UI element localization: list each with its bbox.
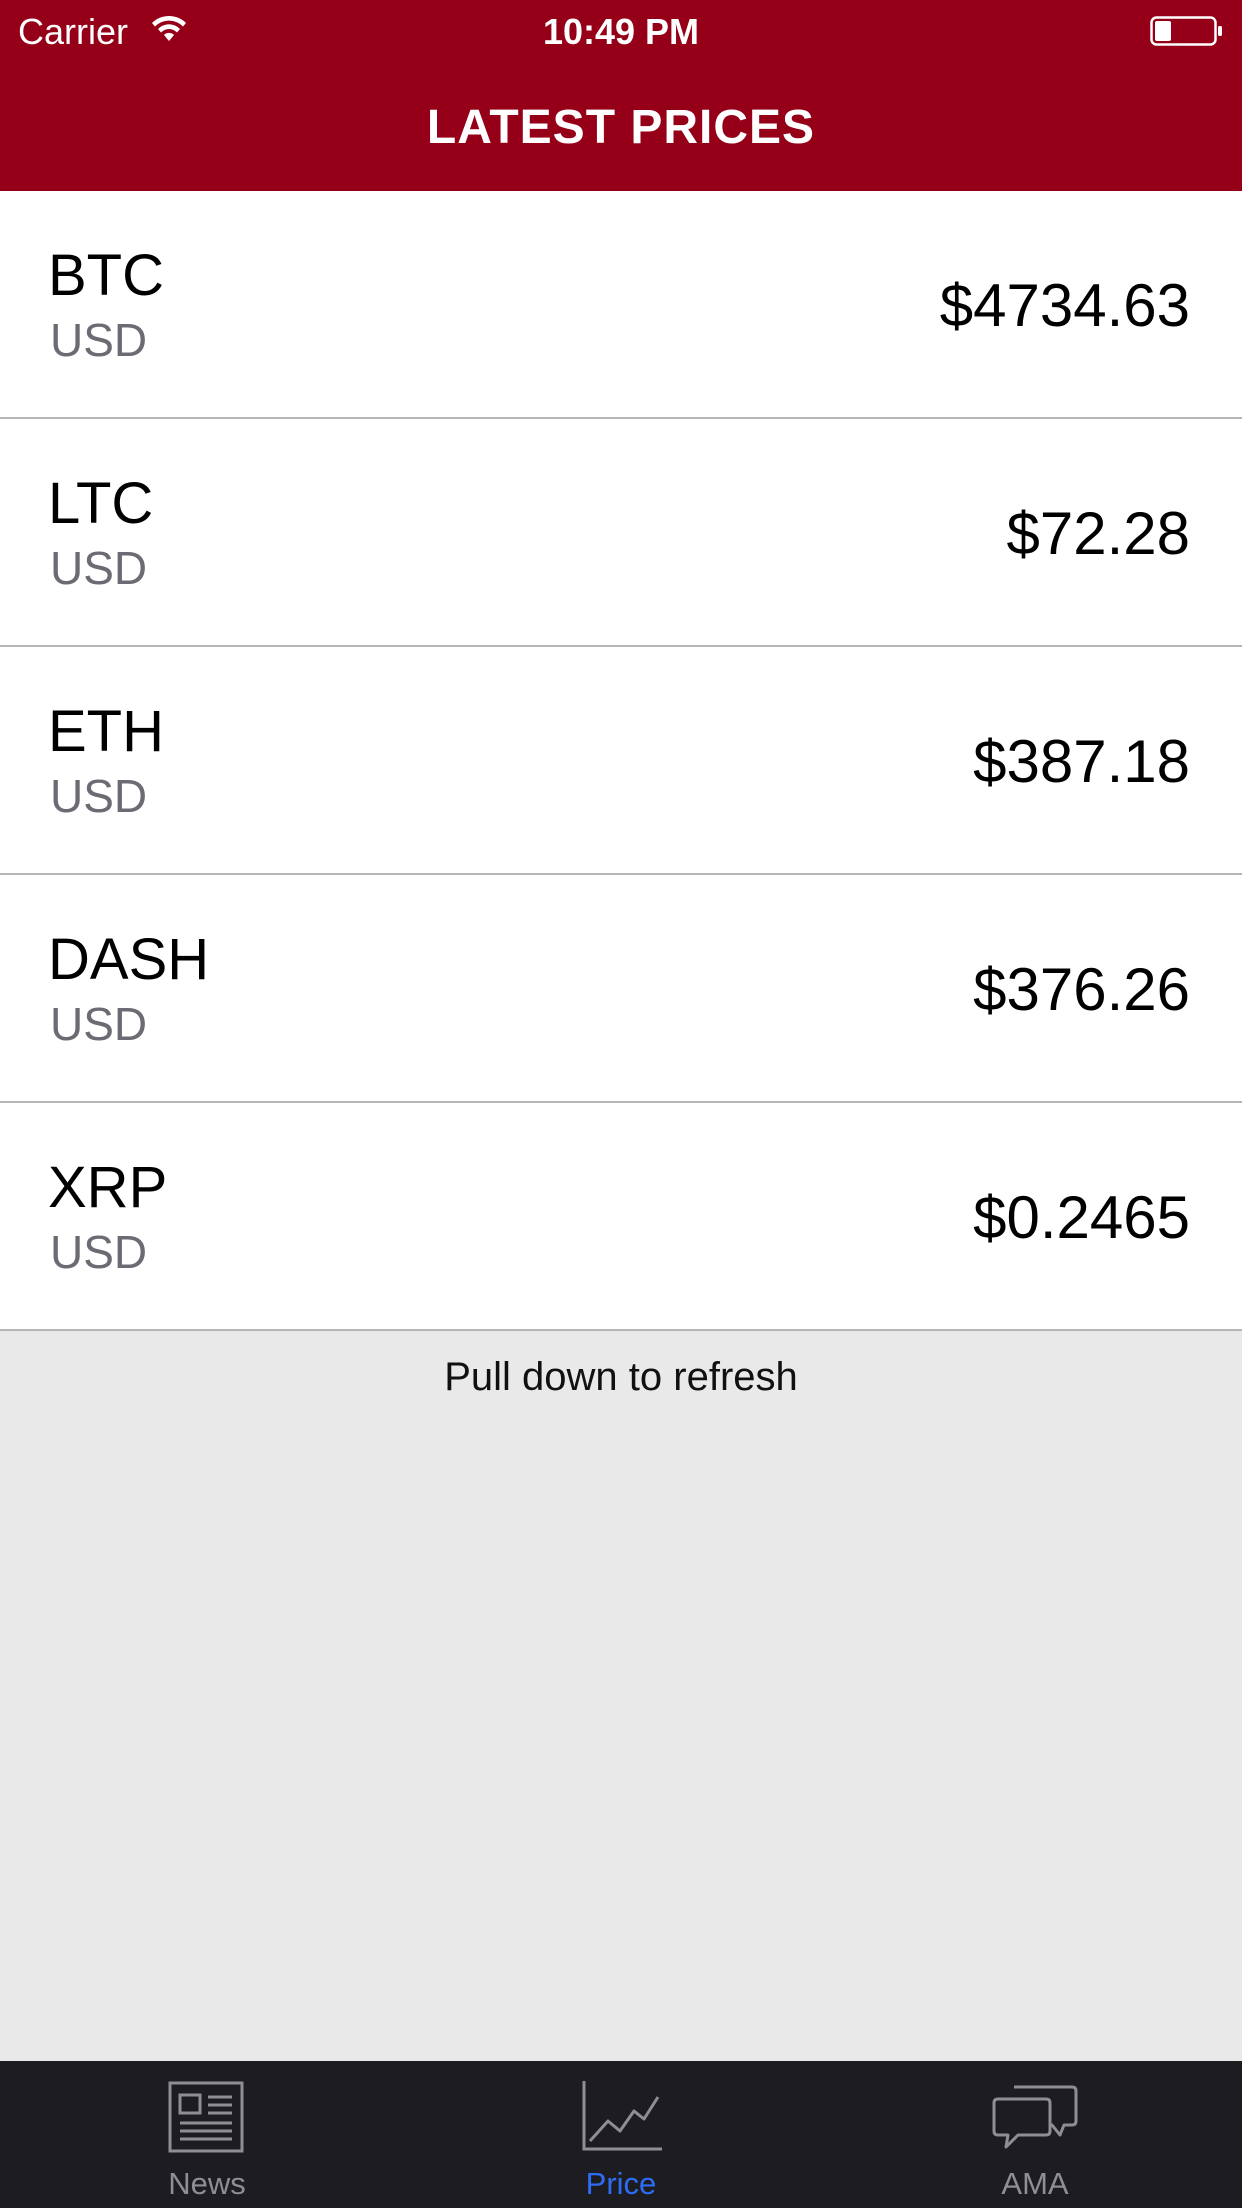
coin-symbol: DASH [48,927,210,992]
coin-currency: USD [50,1226,148,1278]
coin-currency: USD [50,314,148,366]
price-row-btc[interactable]: BTC USD $4734.63 [0,191,1242,419]
wifi-icon [152,15,186,41]
coin-price: $4734.63 [939,272,1190,339]
price-row-dash[interactable]: DASH USD $376.26 [0,875,1242,1103]
coin-price: $0.2465 [973,1184,1190,1251]
battery-icon [1150,16,1222,46]
coin-currency: USD [50,542,148,594]
pull-to-refresh-hint: Pull down to refresh [444,1355,798,1399]
newspaper-icon [168,2081,244,2153]
coin-symbol: BTC [48,243,164,308]
price-row-eth[interactable]: ETH USD $387.18 [0,647,1242,875]
tab-label: AMA [1001,2166,1069,2201]
coin-price: $376.26 [973,956,1190,1023]
carrier-name: Carrier [18,11,129,52]
header: Carrier 10:49 PM LATEST PRICES [0,0,1242,191]
coin-symbol: XRP [48,1155,168,1220]
page-title: LATEST PRICES [426,101,816,154]
tab-ama[interactable]: AMA [828,2061,1242,2208]
tab-price[interactable]: Price [414,2061,828,2208]
coin-price: $72.28 [1006,500,1190,567]
coin-currency: USD [50,770,148,822]
tab-bar: News Price AMA [0,2061,1242,2208]
coin-price: $387.18 [973,728,1190,795]
chart-line-icon [582,2081,662,2151]
status-time: 10:49 PM [542,11,700,52]
tab-label: Price [585,2166,657,2201]
coin-symbol: LTC [48,471,154,536]
tab-news[interactable]: News [0,2061,414,2208]
coin-currency: USD [50,998,148,1050]
price-list: BTC USD $4734.63 LTC USD $72.28 ETH USD … [0,191,1242,1331]
coin-symbol: ETH [48,699,164,764]
tab-label: News [168,2166,246,2201]
status-bar: Carrier 10:49 PM [0,0,1242,60]
chat-bubbles-icon [992,2085,1078,2149]
price-row-xrp[interactable]: XRP USD $0.2465 [0,1103,1242,1331]
price-row-ltc[interactable]: LTC USD $72.28 [0,419,1242,647]
